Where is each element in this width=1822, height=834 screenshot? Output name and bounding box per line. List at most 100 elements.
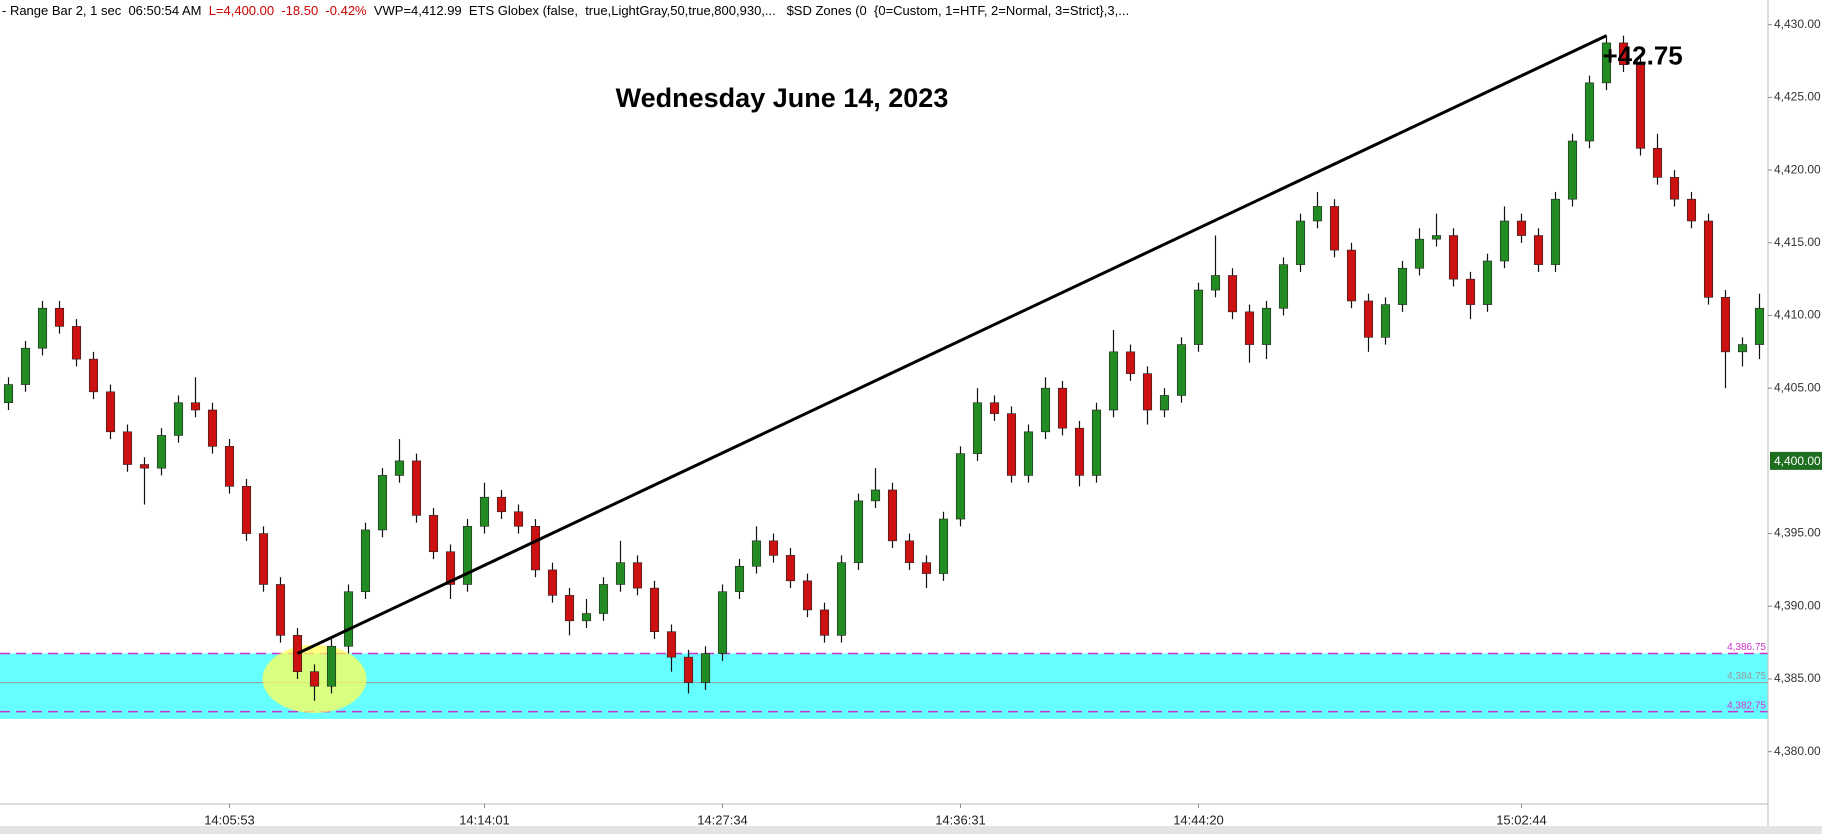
last-price-label: 4,400.00 — [1774, 454, 1821, 468]
up-candle-body — [1737, 344, 1748, 353]
up-candle-body — [836, 562, 847, 636]
x-tick-label: 14:44:20 — [1173, 812, 1224, 827]
up-candle-body — [360, 529, 371, 593]
y-tick-label: 4,395.00 — [1774, 526, 1821, 540]
down-candle-body — [224, 446, 235, 487]
up-candle-body — [581, 613, 592, 622]
up-candle-body — [1567, 140, 1578, 200]
up-candle-body — [955, 453, 966, 520]
down-candle-body — [989, 402, 1000, 414]
status-line: - Range Bar 2, 1 sec 06:50:54 AM L=4,400… — [2, 3, 1129, 18]
down-candle-body — [564, 595, 575, 622]
y-tick-label: 4,410.00 — [1774, 308, 1821, 322]
x-tick-label: 14:36:31 — [935, 812, 986, 827]
up-candle-body — [37, 307, 48, 349]
up-candle-body — [394, 460, 405, 476]
up-candle-body — [598, 584, 609, 614]
down-candle-body — [1465, 278, 1476, 305]
up-candle-body — [717, 591, 728, 654]
down-candle-body — [513, 511, 524, 527]
down-candle-body — [1363, 300, 1374, 338]
up-candle-body — [462, 526, 473, 585]
up-candle-body — [1108, 351, 1119, 411]
down-candle-body — [1703, 220, 1714, 298]
up-candle-body — [1040, 387, 1051, 433]
down-candle-body — [207, 409, 218, 447]
zone-label: 4,382.75 — [1727, 700, 1766, 711]
up-candle-body — [1380, 304, 1391, 338]
down-candle-body — [71, 326, 82, 360]
up-candle-body — [326, 645, 337, 687]
up-candle-body — [615, 562, 626, 585]
down-candle-body — [819, 609, 830, 636]
status-part: - Range Bar 2, 1 sec 06:50:54 AM — [2, 3, 209, 18]
x-tick-label: 14:05:53 — [204, 812, 255, 827]
down-candle-body — [139, 464, 150, 469]
trend-line — [296, 34, 1608, 655]
down-candle-body — [88, 358, 99, 393]
overlay-layer: +42.75 — [296, 34, 1683, 655]
down-candle-body — [445, 551, 456, 585]
zone-label: 4,386.75 — [1727, 642, 1766, 653]
down-candle-body — [1244, 311, 1255, 345]
down-candle-body — [1669, 177, 1680, 200]
up-candle-body — [1414, 238, 1425, 269]
down-candle-body — [258, 533, 269, 585]
down-candle-body — [428, 515, 439, 553]
down-candle-body — [547, 569, 558, 596]
zone-layer: 4,386.75 4,384.75 4,382.75 — [0, 642, 1768, 719]
down-candle-body — [904, 540, 915, 563]
up-candle-body — [156, 435, 167, 469]
down-candle-body — [887, 489, 898, 542]
down-candle-body — [1720, 297, 1731, 353]
up-candle-body — [751, 540, 762, 567]
down-candle-body — [1346, 249, 1357, 302]
chart-title: Wednesday June 14, 2023 — [616, 83, 949, 113]
down-candle-body — [1227, 275, 1238, 313]
up-candle-body — [1754, 307, 1765, 345]
up-candle-body — [3, 384, 14, 404]
up-candle-body — [972, 402, 983, 454]
up-candle-body — [870, 489, 881, 502]
up-candle-body — [1431, 235, 1442, 240]
down-candle-body — [1533, 235, 1544, 265]
scroll-strip — [0, 826, 1822, 834]
x-tick-label: 14:14:01 — [459, 812, 510, 827]
up-candle-body — [173, 402, 184, 436]
down-candle-body — [1652, 147, 1663, 178]
down-candle-body — [190, 402, 201, 411]
up-candle-body — [343, 591, 354, 647]
up-candle-body — [734, 565, 745, 593]
y-tick-label: 4,405.00 — [1774, 380, 1821, 394]
y-tick-label: 4,415.00 — [1774, 235, 1821, 249]
down-candle-body — [1142, 373, 1153, 411]
y-tick-label: 4,425.00 — [1774, 90, 1821, 104]
up-candle-body — [1091, 409, 1102, 476]
down-candle-body — [122, 431, 133, 465]
annotation: +42.75 — [1603, 40, 1683, 70]
up-candle-body — [1193, 289, 1204, 345]
x-tick-label: 15:02:44 — [1496, 812, 1547, 827]
up-candle-body — [1210, 275, 1221, 291]
y-tick-label: 4,385.00 — [1774, 671, 1821, 685]
up-candle-body — [1601, 42, 1612, 84]
down-candle-body — [921, 562, 932, 574]
down-candle-body — [1329, 206, 1340, 251]
down-candle-body — [632, 562, 643, 589]
down-candle-body — [683, 656, 694, 683]
down-candle-body — [666, 631, 677, 658]
candle-layer — [3, 35, 1765, 701]
up-candle-body — [1584, 82, 1595, 142]
down-candle-body — [768, 540, 779, 556]
y-tick-label: 4,420.00 — [1774, 162, 1821, 176]
down-candle-body — [105, 391, 116, 433]
y-tick-label: 4,390.00 — [1774, 598, 1821, 612]
x-tick-label: 14:27:34 — [697, 812, 748, 827]
up-candle-body — [1023, 431, 1034, 476]
up-candle-body — [1312, 206, 1323, 222]
down-candle-body — [54, 307, 65, 327]
status-part: L=4,400.00 -18.50 -0.42% — [209, 3, 367, 18]
up-candle-body — [1159, 395, 1170, 411]
